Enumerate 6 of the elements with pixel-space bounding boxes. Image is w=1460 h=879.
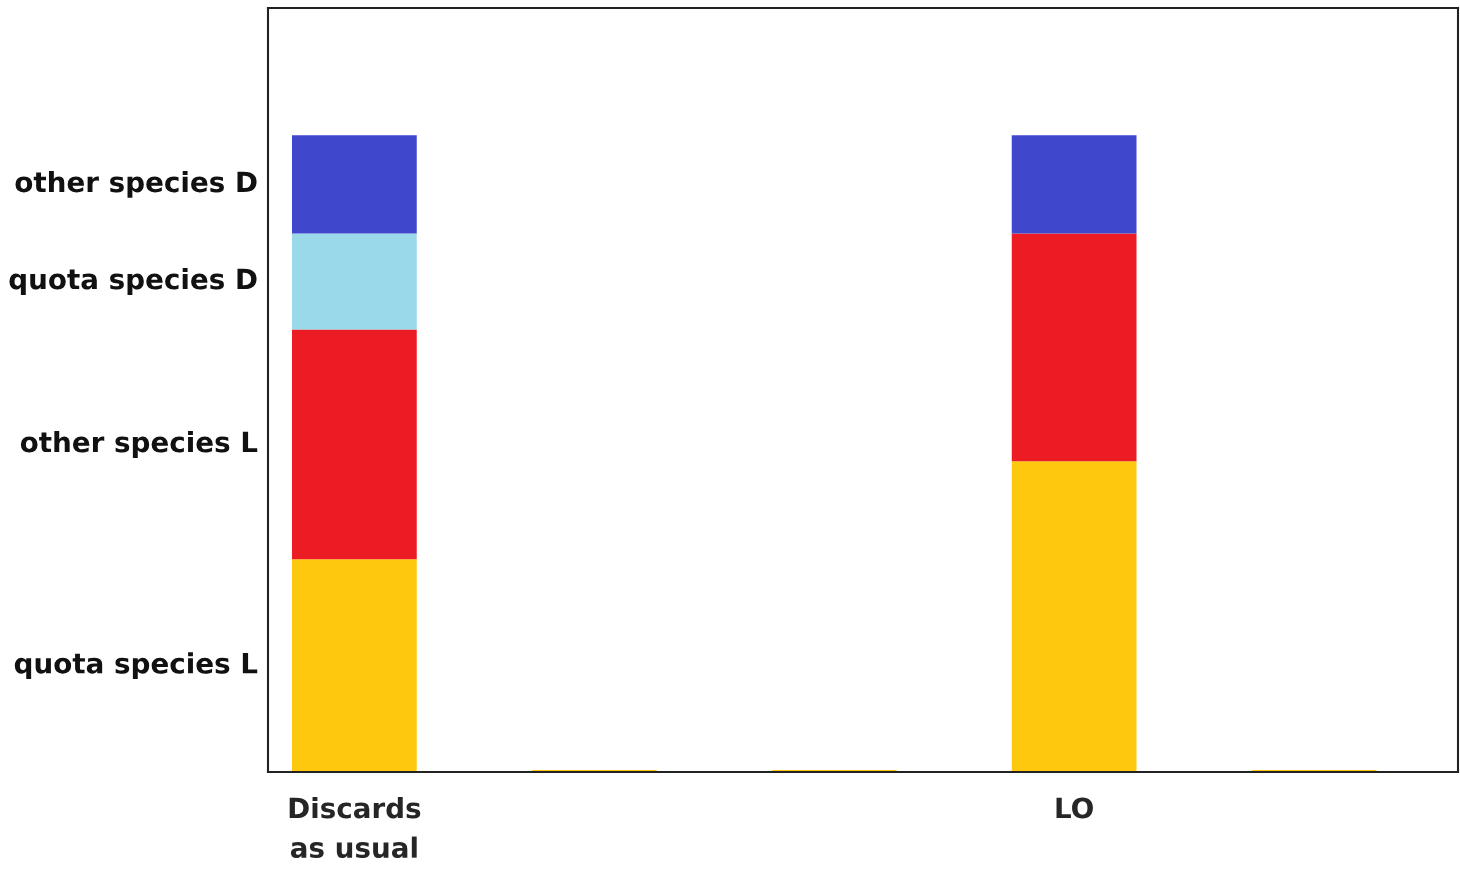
series-label: other species D <box>15 170 257 198</box>
series-label: other species L <box>20 430 258 458</box>
x-tick-label: Discards as usual <box>289 797 421 859</box>
series-label: quota species D <box>9 268 257 295</box>
x-tick-label: LO <box>1056 797 1093 819</box>
series-label: quota species L <box>14 652 258 680</box>
